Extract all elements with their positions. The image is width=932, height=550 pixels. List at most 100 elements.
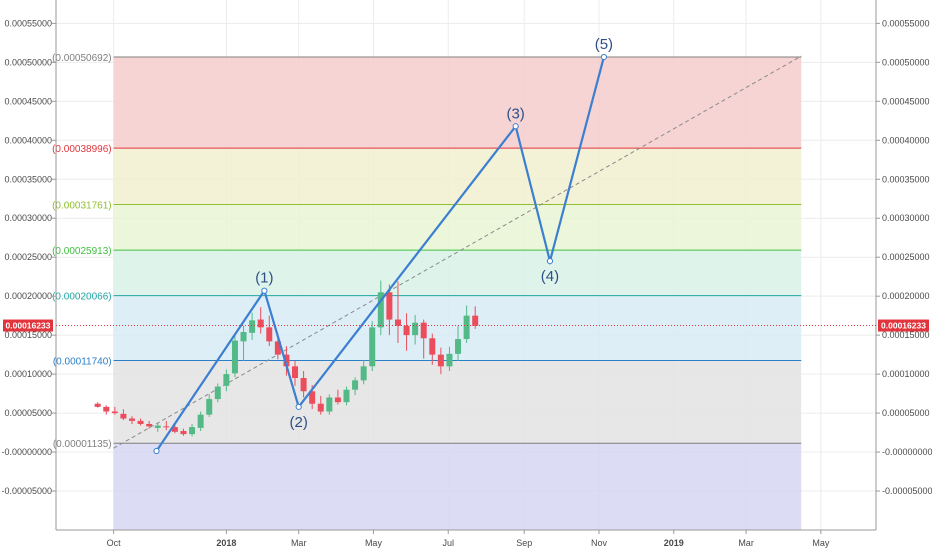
candle-body (206, 399, 213, 415)
current-price-label-right: 0.00016233 (881, 321, 926, 331)
y-tick-label-left: -0.00000000 (1, 447, 52, 457)
candle-body (429, 338, 436, 355)
candle-body (94, 403, 101, 407)
y-tick-label-right: 0.00015000 (882, 330, 930, 340)
y-tick-label-left: 0.00035000 (4, 174, 52, 184)
y-tick-label-right: -0.00005000 (882, 486, 932, 496)
current-price-tag-right (878, 319, 929, 332)
y-tick-label-right: 0.00020000 (882, 291, 930, 301)
x-tick-label: Nov (591, 538, 608, 548)
wave-point (261, 287, 268, 294)
wave-label: (5) (595, 36, 613, 53)
wave-point (153, 447, 160, 455)
y-tick-label-left: 0.00055000 (4, 18, 52, 28)
candle-body (309, 391, 316, 404)
fib-level-label: (0.00011740) (53, 357, 112, 368)
candle-body (412, 322, 419, 336)
candle-body (274, 341, 281, 355)
y-tick-label-right: 0.00005000 (882, 408, 930, 418)
fib-level-label: (0.00001135) (53, 439, 112, 450)
y-tick-label-left: 0.00020000 (4, 291, 52, 301)
y-tick-label-left: -0.00005000 (1, 486, 52, 496)
x-tick-label: May (365, 538, 383, 548)
wave-point (600, 53, 607, 61)
candle-body (214, 386, 221, 400)
x-tick-label: Oct (107, 538, 122, 548)
wave-label: (2) (290, 414, 308, 431)
wave-point (546, 258, 554, 265)
candle-body (197, 414, 204, 428)
wave-label: (1) (255, 270, 273, 287)
candle-body (249, 320, 256, 333)
candle-body (120, 413, 127, 419)
candle-body (403, 325, 410, 336)
y-tick-label-right: 0.00025000 (882, 252, 930, 262)
candle-body (343, 389, 350, 403)
candles (94, 280, 479, 437)
x-tick-label: 2019 (664, 538, 684, 548)
candle-body (111, 411, 118, 414)
candle-body (360, 366, 367, 381)
elliott-wave: (1) (2) (3) (4) (5) (153, 36, 613, 455)
y-tick-label-right: -0.00000000 (882, 447, 932, 457)
fib-level-label: (0.00038996) (52, 144, 112, 155)
x-tick-label: Sep (516, 538, 532, 548)
x-tick-label: 2018 (216, 538, 236, 548)
fib-zone (113, 250, 802, 296)
candle-body (171, 427, 178, 432)
candle-body (317, 403, 324, 412)
candle-body (352, 380, 359, 390)
current-price-label-left: 0.00016233 (6, 321, 51, 331)
y-tick-label-right: 0.00050000 (882, 57, 930, 67)
x-tick-label: Mar (738, 538, 754, 548)
candle-body (283, 354, 290, 367)
y-tick-label-left: 0.00005000 (4, 408, 52, 418)
fibonacci-zones: (0.00050692) (0.00038996) (0.00031761) (0.0… (52, 53, 802, 530)
wave-label: (4) (541, 268, 559, 285)
fib-zone (113, 204, 802, 251)
fib-zone (113, 443, 802, 530)
fib-level-label: (0.00050692) (52, 53, 112, 64)
wave-label: (3) (506, 105, 524, 122)
x-tick-label: Mar (291, 538, 307, 548)
candle-body (231, 340, 238, 374)
y-tick-label-left: 0.00040000 (4, 135, 52, 145)
fib-level-label: (0.00020066) (52, 292, 112, 303)
wave-point (512, 123, 519, 130)
candle-body (455, 339, 462, 354)
candle-body (334, 397, 341, 403)
y-tick-label-left: 0.00030000 (4, 213, 52, 223)
y-tick-label-right: 0.00030000 (882, 213, 930, 223)
x-tick-label: May (812, 538, 830, 548)
y-tick-label-left: 0.00025000 (4, 252, 52, 262)
candle-body (472, 315, 479, 326)
fib-level-label: (0.00031761) (52, 201, 112, 212)
fib-level-label: (0.00025913) (52, 246, 112, 257)
candle-body (394, 319, 401, 326)
candle-body (154, 425, 161, 428)
candle-body (146, 424, 153, 427)
current-price-tag-left (3, 319, 53, 332)
y-tick-label-left: 0.00045000 (4, 96, 52, 106)
candle-body (386, 292, 393, 320)
candle-body (223, 374, 230, 386)
candle-body (446, 353, 453, 367)
fib-zone (113, 56, 802, 149)
x-tick-label: Jul (442, 538, 454, 548)
y-tick-label-right: 0.00040000 (882, 135, 930, 145)
y-tick-label-right: 0.00055000 (882, 18, 930, 28)
candle-body (180, 431, 187, 435)
candle-body (240, 332, 247, 342)
candle-body (326, 397, 333, 412)
elliott-wave-line (155, 56, 605, 452)
candle-body (369, 327, 376, 367)
fib-zone (113, 360, 802, 444)
candle-body (292, 366, 299, 379)
current-price: 0.00016233 0.00016233 (3, 319, 929, 332)
y-tick-label-right: 0.00010000 (882, 369, 930, 379)
candle-body (137, 420, 144, 424)
trend-line (113, 55, 802, 449)
candle-body (266, 327, 273, 342)
